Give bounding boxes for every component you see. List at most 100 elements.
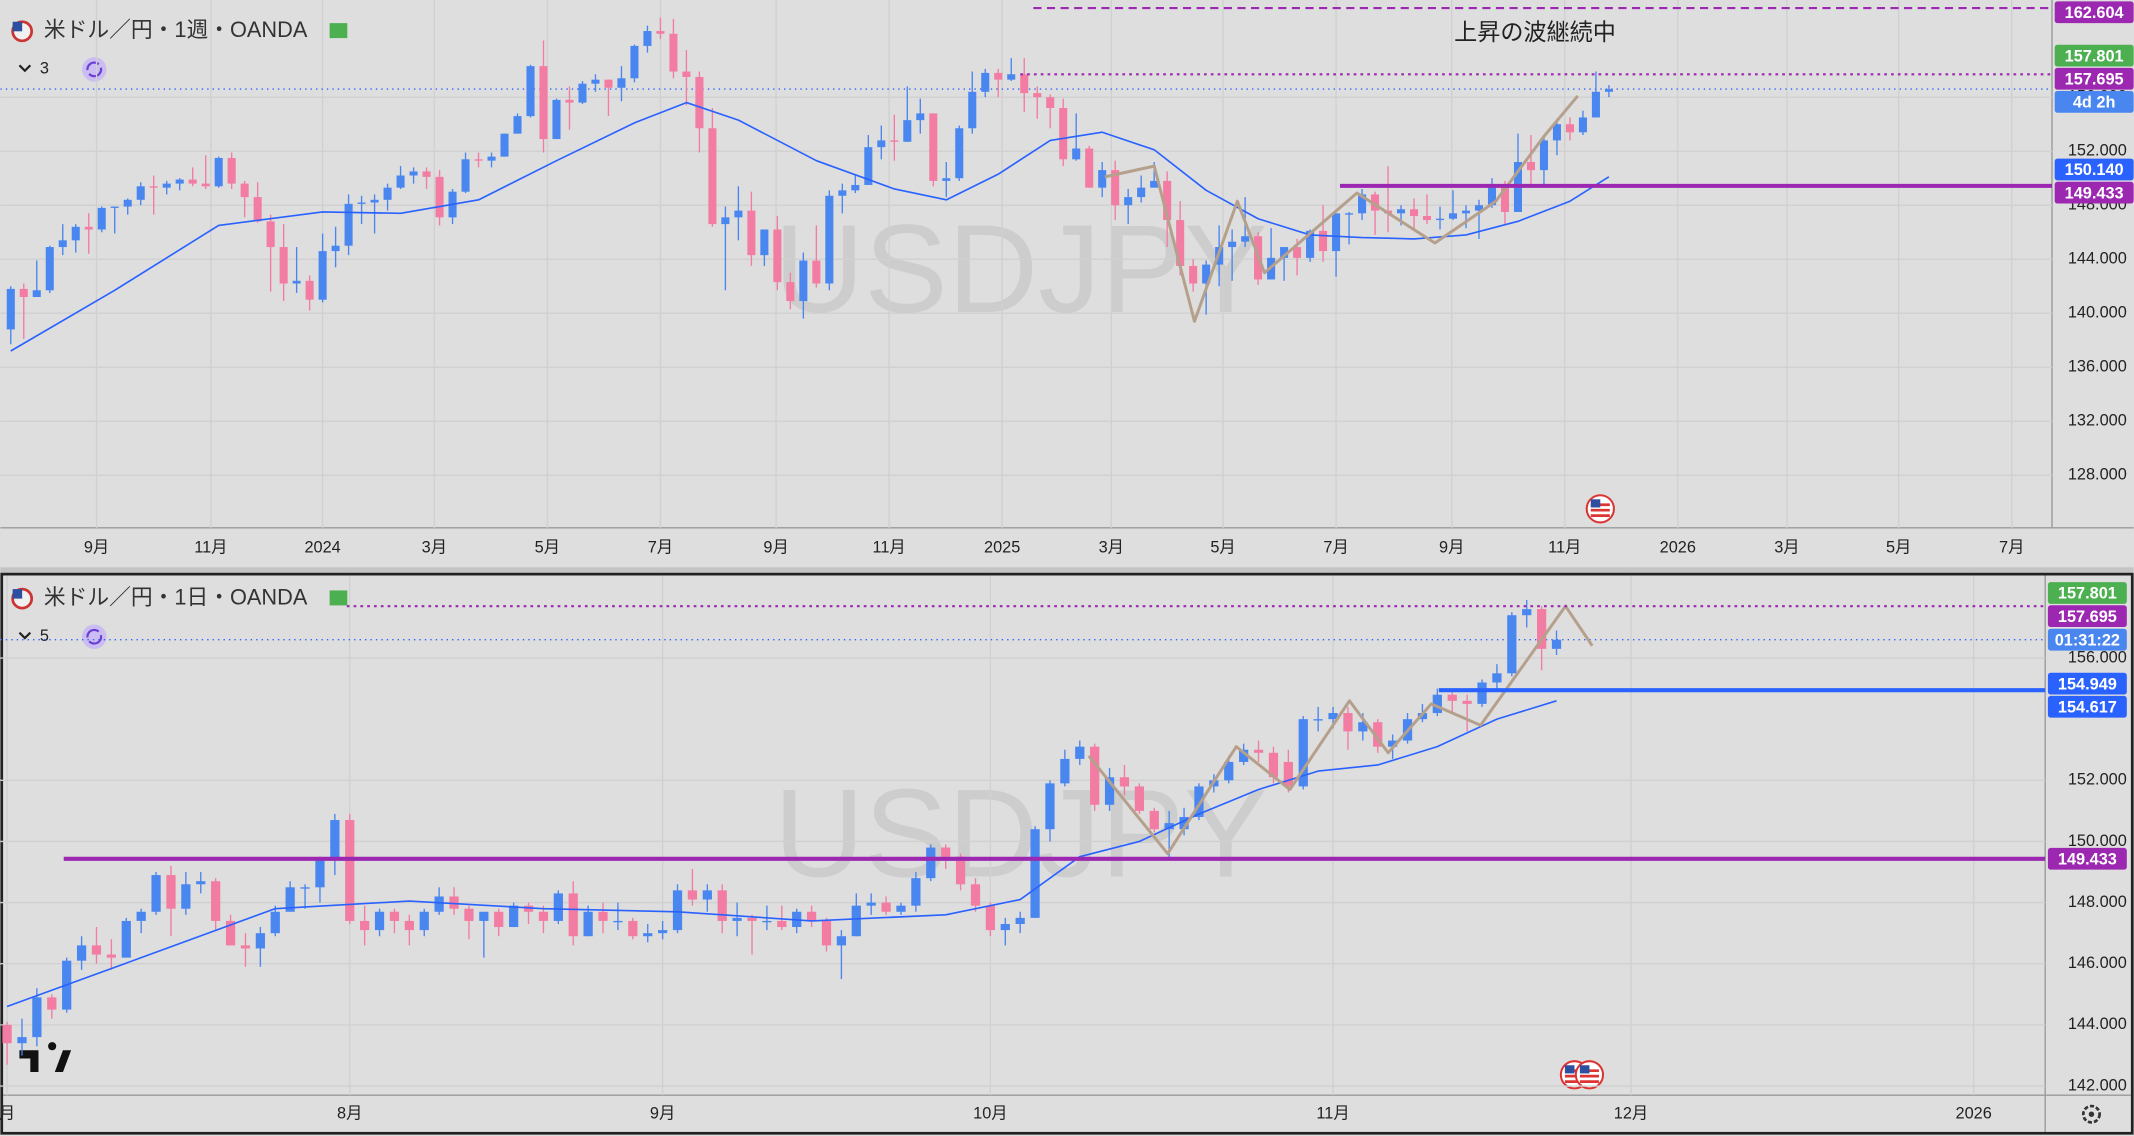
candle-body [487, 156, 496, 161]
candle-body [58, 240, 67, 248]
candle-body [136, 186, 145, 200]
candle-body [1104, 777, 1115, 805]
price-label: 157.801 [2065, 47, 2124, 65]
pane-separator[interactable] [0, 567, 2134, 573]
candle-body [523, 905, 534, 912]
candle-body [929, 113, 938, 181]
candle-body [292, 280, 301, 284]
x-tick-label: 10月 [973, 1105, 1007, 1123]
level-price-label: 157.695 [2058, 608, 2117, 626]
candle-body [851, 905, 861, 937]
candle-body [404, 920, 414, 931]
settings-button[interactable] [2081, 1104, 2101, 1124]
candle-body [1134, 786, 1144, 811]
x-tick-label: 2026 [1956, 1105, 1992, 1123]
level-price-label-box [2054, 1, 2134, 24]
x-tick-label: 3月 [422, 539, 447, 557]
legend-count: 5 [40, 627, 49, 645]
candle-body [1060, 758, 1070, 784]
candle-body [994, 72, 1003, 80]
candle-body [968, 91, 977, 129]
sync-icon [86, 61, 103, 78]
candle-body [136, 911, 146, 921]
legend-toggle[interactable] [18, 64, 32, 73]
candle-body [1045, 783, 1055, 830]
candle-body [1283, 761, 1293, 787]
candle-body [717, 890, 727, 921]
candle-body [903, 120, 912, 142]
candle-body [225, 920, 236, 946]
candle-body [578, 83, 587, 103]
sync-button[interactable] [82, 624, 107, 649]
candle-body [434, 896, 444, 912]
candle-body [1098, 170, 1107, 188]
moving-average [10, 101, 1610, 352]
candle-body [672, 890, 683, 931]
candle-body [836, 936, 847, 946]
candle-body [1239, 749, 1249, 762]
candle-body [539, 66, 548, 140]
candle-body [955, 128, 964, 179]
x-tick-label: 2025 [984, 539, 1020, 557]
candle-body [695, 76, 704, 129]
candle-body [721, 217, 730, 225]
candle-body [1241, 236, 1250, 242]
watermark: USDJPY [774, 199, 1268, 339]
y-tick-label: 144.000 [2068, 1015, 2127, 1033]
candle-body [1228, 241, 1237, 248]
candle-body [435, 176, 444, 218]
legend-toggle[interactable] [18, 631, 32, 640]
candle-body [1397, 209, 1406, 214]
candle-body [494, 911, 504, 928]
candle-body [1477, 682, 1487, 704]
candle-body [1293, 247, 1302, 258]
candle-body [1176, 220, 1185, 266]
candle-body [1332, 213, 1341, 252]
candle-body [214, 157, 223, 187]
sync-button[interactable] [82, 57, 107, 82]
candle-body [1500, 184, 1510, 212]
candle-body [1358, 194, 1367, 214]
candle-body [1435, 218, 1445, 221]
candle-body [1030, 829, 1040, 918]
candle-body [682, 71, 691, 77]
countdown-label: 4d 2h [2073, 94, 2116, 112]
x-tick-label: 11月 [1548, 539, 1581, 557]
candle-body [553, 893, 563, 921]
candle-body [166, 875, 176, 909]
candle-body [1447, 694, 1457, 701]
candle-body [1388, 740, 1398, 747]
candle-body [1149, 810, 1159, 830]
y-tick-label: 132.000 [2068, 412, 2127, 430]
candle-body [47, 997, 57, 1010]
candle-body [1046, 97, 1055, 109]
candle-body [851, 184, 860, 191]
level-price-label-box [2047, 672, 2127, 695]
candle-body [1539, 140, 1548, 171]
candle-body [1462, 700, 1472, 704]
candle-body [240, 945, 251, 949]
candle-body [911, 878, 921, 906]
candle-body [1179, 816, 1189, 830]
settings-hub [2088, 1111, 2095, 1117]
candle-body [422, 171, 431, 177]
candle-body [806, 911, 817, 921]
candle-body [151, 875, 161, 912]
tv-logo[interactable] [19, 1042, 72, 1073]
candle-body [1492, 673, 1502, 683]
candle-body [255, 933, 265, 949]
y-tick-label: 128.000 [2068, 466, 2127, 484]
candle-body [305, 280, 314, 300]
market-status[interactable] [329, 23, 348, 39]
candle-body [1189, 265, 1198, 284]
y-tick-label: 148.000 [2068, 893, 2127, 911]
candle-body [617, 78, 626, 88]
candle-body [181, 884, 191, 909]
candle-body [1280, 247, 1289, 258]
market-status[interactable] [329, 590, 348, 606]
y-tick-label: 146.000 [2068, 954, 2127, 972]
candle-body [981, 72, 990, 92]
candle-body [409, 171, 418, 176]
symbol-flag-canton [12, 21, 23, 32]
y-tick-label: 152.000 [2068, 142, 2127, 160]
